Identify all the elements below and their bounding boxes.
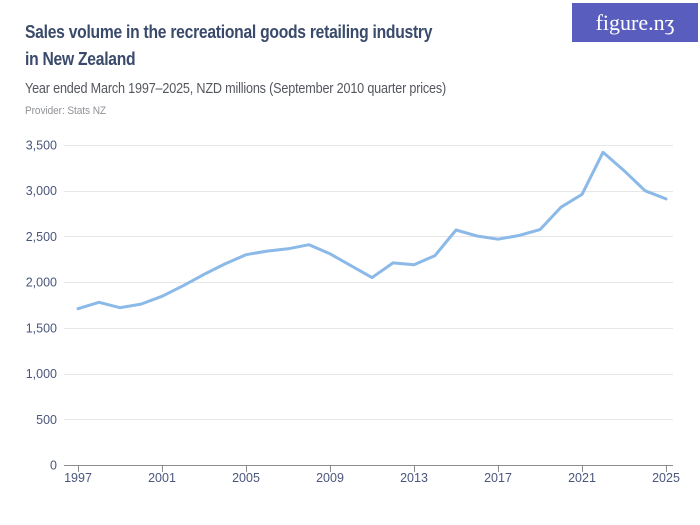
y-axis-label: 2,500 <box>26 230 57 244</box>
provider-credit: Provider: Stats NZ <box>25 105 107 117</box>
y-axis-label: 3,000 <box>26 184 57 198</box>
page-title: Sales volume in the recreational goods r… <box>25 19 493 73</box>
title-line-2: in New Zealand <box>25 49 136 69</box>
chart: 0 500 1,000 1,500 2,000 2,500 3,000 3,500 1997 20… <box>26 139 680 486</box>
x-axis-label: 2017 <box>484 471 512 485</box>
title-line-1: Sales volume in the recreational goods r… <box>25 22 433 42</box>
x-axis-label: 2013 <box>400 471 428 485</box>
x-axis-label: 2001 <box>148 471 176 485</box>
y-axis-label: 3,500 <box>26 139 57 153</box>
y-axis-label: 0 <box>50 459 57 473</box>
y-axis-label: 500 <box>36 413 57 427</box>
y-axis-label: 2,000 <box>26 276 57 290</box>
figurenz-logo[interactable]: figure.nʒ <box>572 3 698 42</box>
x-axis-label: 2025 <box>652 471 680 485</box>
y-axis-label: 1,500 <box>26 321 57 335</box>
chart-subtitle: Year ended March 1997–2025, NZD millions… <box>25 81 447 97</box>
x-axis-label: 2009 <box>316 471 344 485</box>
x-axis-label: 2005 <box>232 471 260 485</box>
x-axis-label: 1997 <box>64 471 92 485</box>
y-axis-label: 1,000 <box>26 367 57 381</box>
x-axis-label: 2021 <box>568 471 596 485</box>
sales-volume-line <box>76 150 668 311</box>
